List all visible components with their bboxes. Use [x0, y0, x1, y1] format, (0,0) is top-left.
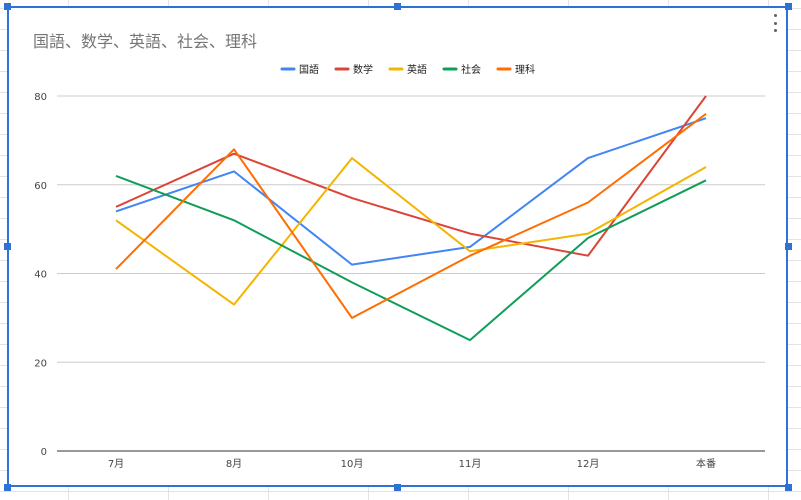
series-line-4: [115, 174, 707, 342]
series-line-3: [115, 157, 707, 306]
legend-label: 社会: [461, 63, 481, 76]
resize-handle-top[interactable]: [394, 3, 401, 10]
x-tick-label: 8月: [226, 458, 242, 470]
series-line-5: [115, 113, 707, 319]
line-chart: 0 20 40 60 80 7月 8月 10月 11月 12月 本番 国語 数学 英語 社会 理科: [34, 63, 765, 470]
x-tick-label: 7月: [108, 458, 124, 470]
legend-label: 数学: [353, 63, 373, 76]
chart-title: 国語、数学、英語、社会、理科: [33, 32, 258, 51]
series-line-2: [115, 95, 707, 257]
resize-handle-left[interactable]: [4, 243, 11, 250]
legend-label: 理科: [515, 63, 535, 76]
x-tick-label: 本番: [696, 457, 716, 470]
series-line-1: [115, 117, 707, 266]
more-options-icon[interactable]: [772, 14, 778, 32]
x-tick-label: 10月: [341, 458, 364, 470]
y-tick-label: 40: [34, 270, 47, 281]
legend-label: 国語: [299, 63, 319, 76]
y-tick-label: 80: [34, 92, 47, 103]
resize-handle-bottom[interactable]: [394, 484, 401, 491]
resize-handle-bottom-right[interactable]: [785, 484, 792, 491]
x-tick-label: 12月: [577, 458, 600, 470]
resize-handle-right[interactable]: [785, 243, 792, 250]
y-tick-label: 20: [34, 358, 47, 369]
y-tick-label: 60: [34, 181, 47, 192]
x-tick-label: 11月: [459, 458, 482, 470]
resize-handle-bottom-left[interactable]: [4, 484, 11, 491]
legend-label: 英語: [407, 63, 427, 76]
y-tick-label: 0: [41, 447, 47, 458]
chart-container[interactable]: 国語、数学、英語、社会、理科 0 20 40 60 80 7月 8月 10月 11月 12月 本番 国…: [7, 6, 788, 487]
resize-handle-top-right[interactable]: [785, 3, 792, 10]
resize-handle-top-left[interactable]: [4, 3, 11, 10]
